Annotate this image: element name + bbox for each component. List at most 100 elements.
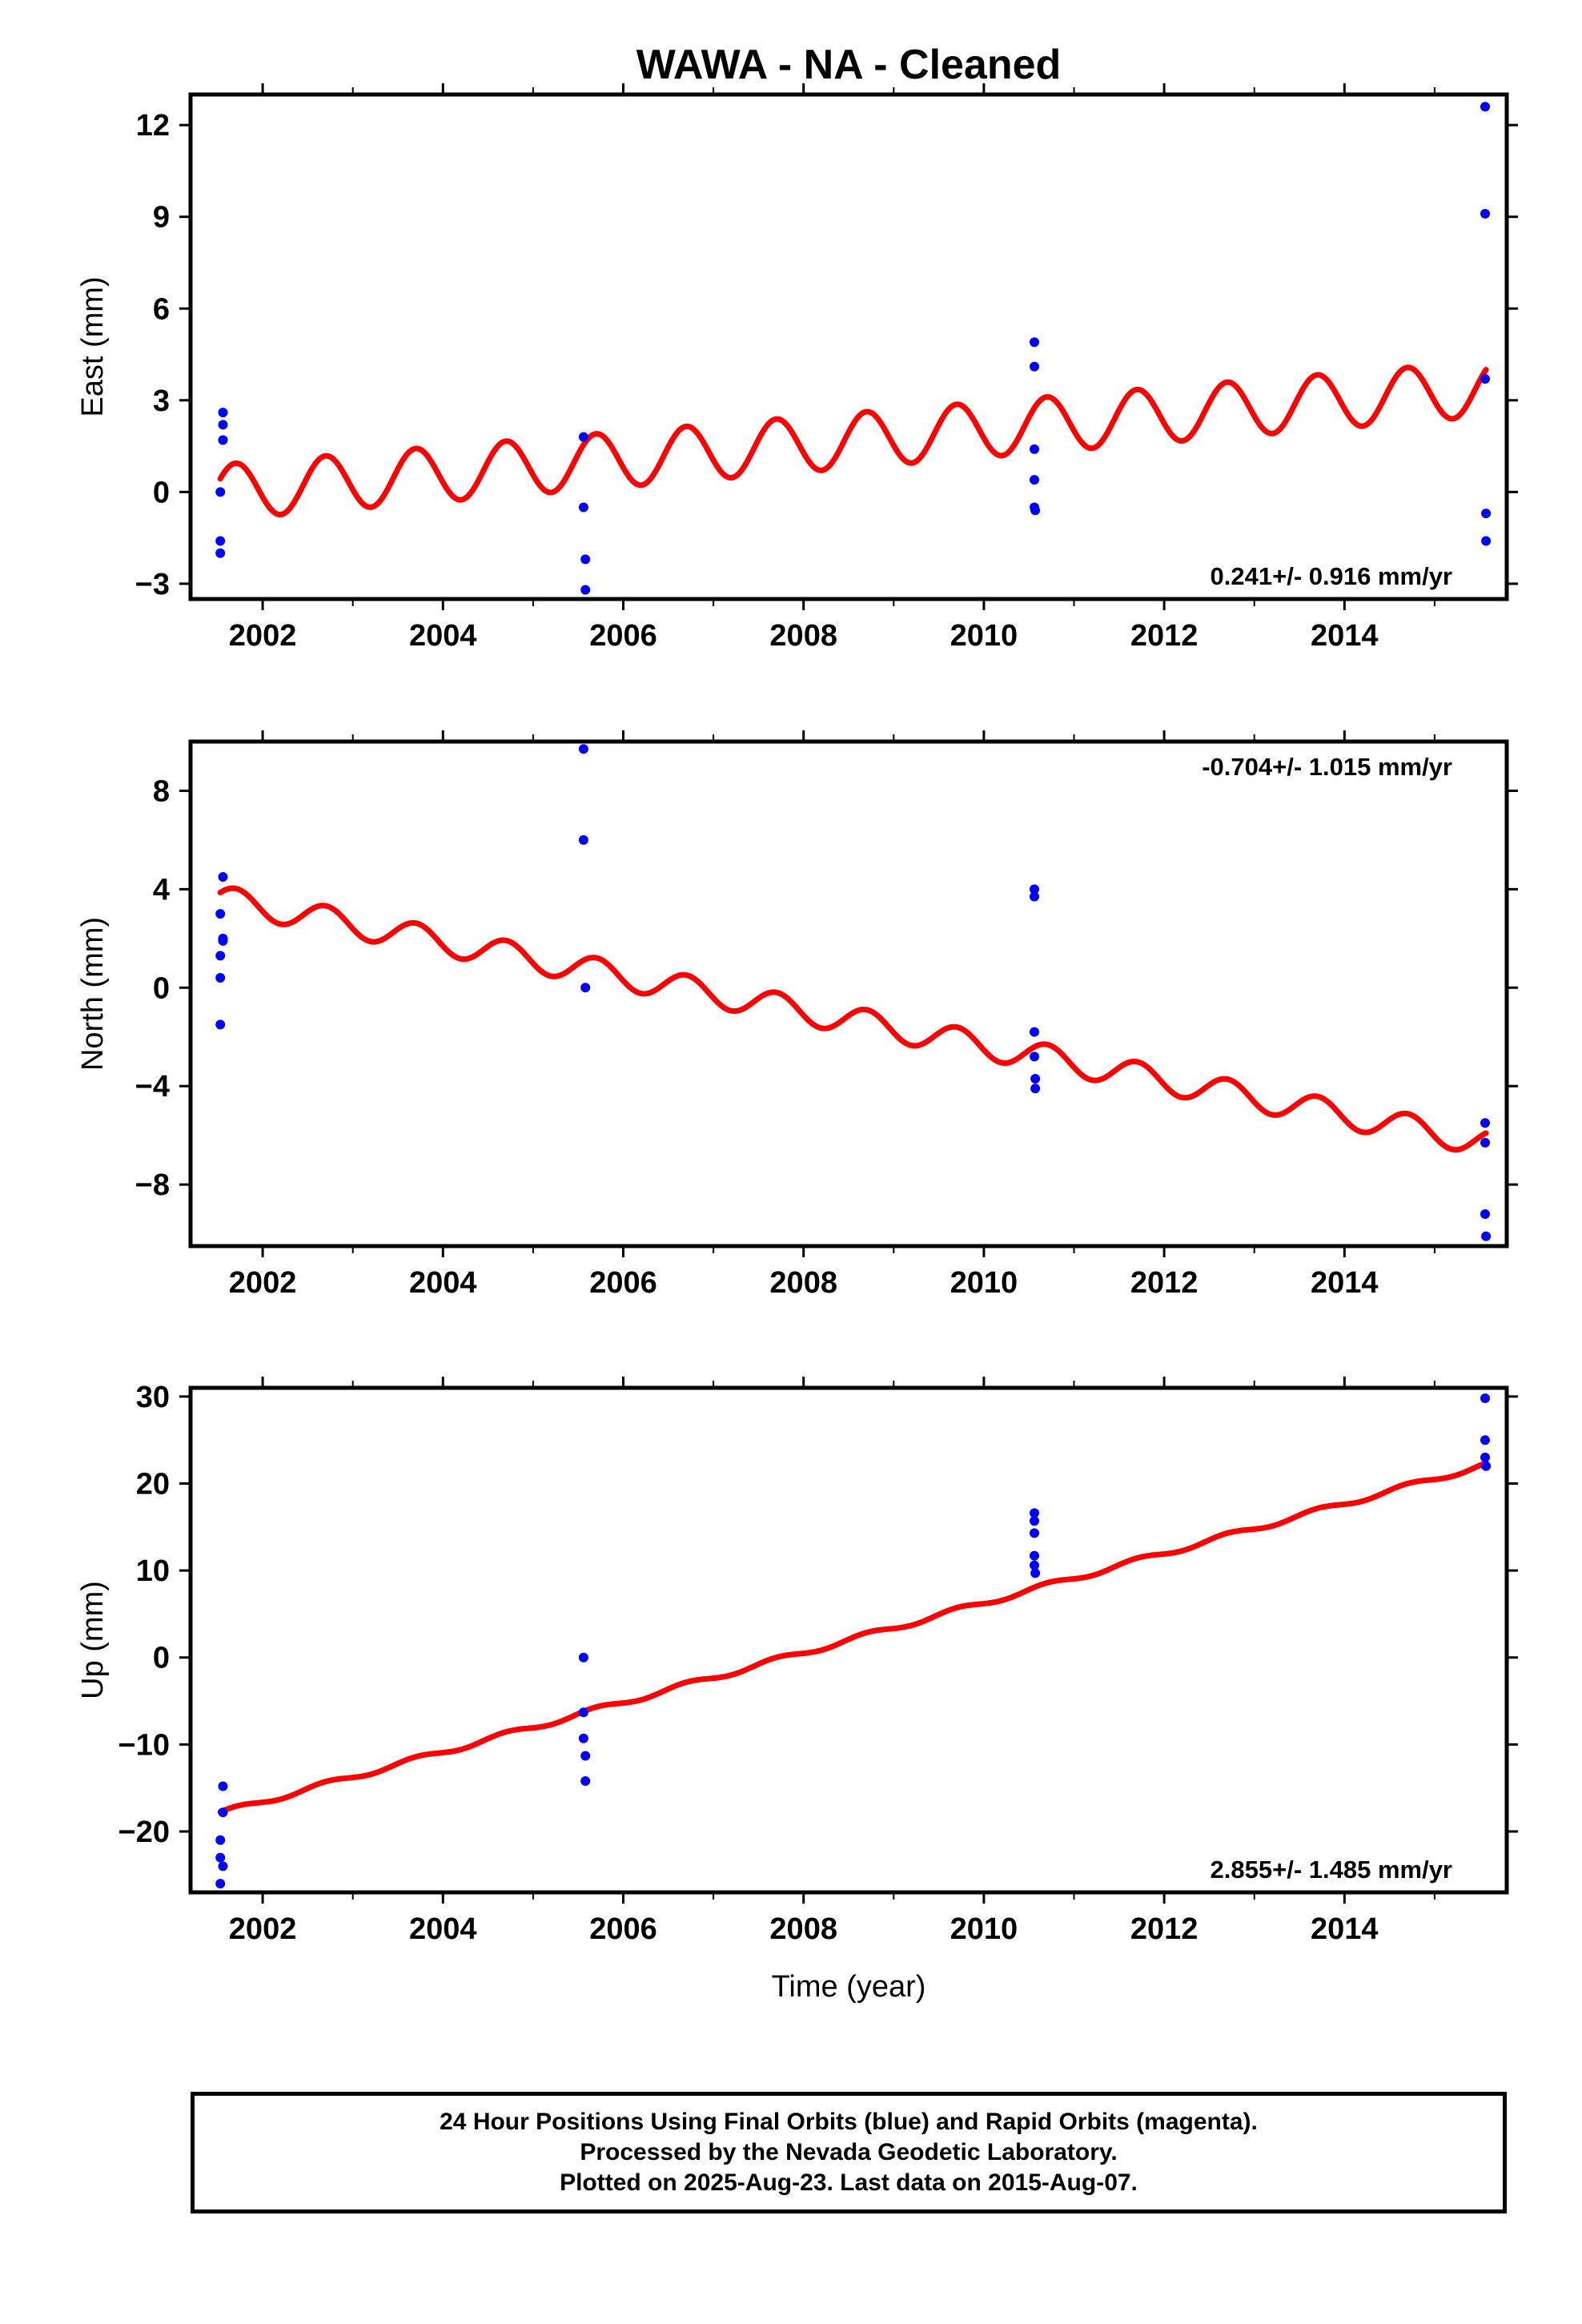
north-data-point bbox=[1030, 1051, 1039, 1062]
chart-title: WAWA - NA - Cleaned bbox=[636, 42, 1062, 88]
east-panel: 2002 2004 2006 2008 2010 2012 2014 −3 0 3 6 9 12 East… bbox=[76, 83, 1518, 653]
up-data-point bbox=[215, 1852, 226, 1863]
footer-line-dates: Plotted on 2025-Aug-23. Last data on 201… bbox=[560, 2169, 1138, 2197]
east-x-tick-label: 2014 bbox=[1311, 619, 1379, 653]
up-x-tick-label: 2014 bbox=[1311, 1912, 1379, 1946]
north-data-point bbox=[580, 983, 591, 993]
east-data-point bbox=[1480, 374, 1490, 384]
up-data-point bbox=[1030, 1550, 1039, 1561]
up-data-point bbox=[1030, 1568, 1041, 1578]
east-y-tick-label: −3 bbox=[135, 568, 170, 601]
up-data-point bbox=[580, 1751, 591, 1761]
up-data-point bbox=[215, 1879, 226, 1889]
east-y-tick-label: 9 bbox=[153, 201, 170, 235]
up-x-tick-label: 2010 bbox=[950, 1912, 1018, 1946]
north-x-tick-label: 2006 bbox=[589, 1266, 657, 1300]
east-y-tick-label: 6 bbox=[153, 292, 170, 326]
up-x-tick-label: 2004 bbox=[409, 1912, 477, 1946]
east-data-point bbox=[1030, 361, 1039, 372]
up-data-point bbox=[218, 1861, 228, 1872]
east-y-tick-label: 3 bbox=[153, 384, 170, 418]
north-velocity-label: -0.704+/- 1.015 mm/yr bbox=[1202, 753, 1452, 781]
east-data-point bbox=[218, 408, 228, 418]
panels: 2002 2004 2006 2008 2010 2012 2014−3036912East… bbox=[76, 83, 1518, 2004]
north-x-tick-label: 2012 bbox=[1130, 1266, 1199, 1300]
east-y-tick-label: 12 bbox=[136, 109, 170, 143]
east-data-point bbox=[1030, 337, 1039, 348]
east-data-point bbox=[1030, 505, 1041, 516]
up-data-point bbox=[578, 1652, 588, 1663]
up-y-tick-label: 20 bbox=[136, 1467, 170, 1501]
east-data-point bbox=[1030, 475, 1039, 485]
up-y-tick-label: 0 bbox=[153, 1642, 170, 1675]
north-x-tick-label: 2010 bbox=[950, 1266, 1018, 1300]
up-y-axis-title: Up (mm) bbox=[76, 1581, 110, 1699]
processing-info-box: 24 Hour Positions Using Final Orbits (bl… bbox=[191, 2092, 1507, 2213]
footer-line-orbits: 24 Hour Positions Using Final Orbits (bl… bbox=[440, 2108, 1258, 2135]
east-data-point bbox=[218, 420, 228, 430]
up-data-point bbox=[1481, 1461, 1492, 1471]
up-data-point bbox=[218, 1807, 228, 1818]
up-data-point bbox=[1030, 1528, 1039, 1538]
east-x-tick-label: 2012 bbox=[1130, 619, 1199, 653]
north-x-tick-label: 2014 bbox=[1311, 1266, 1379, 1300]
north-y-tick-label: 0 bbox=[153, 971, 170, 1005]
east-data-point bbox=[578, 432, 588, 442]
north-x-tick-label: 2008 bbox=[769, 1266, 837, 1300]
east-y-axis-title: East (mm) bbox=[76, 276, 110, 416]
north-y-tick-label: −4 bbox=[135, 1070, 170, 1104]
east-data-point bbox=[1480, 208, 1490, 219]
north-data-point bbox=[1030, 1027, 1039, 1037]
up-y-tick-label: −10 bbox=[118, 1728, 170, 1762]
east-velocity-label: 0.241+/- 0.916 mm/yr bbox=[1211, 562, 1452, 590]
north-y-tick-label: −8 bbox=[135, 1168, 170, 1202]
north-data-point bbox=[1030, 1074, 1041, 1084]
north-data-point bbox=[215, 951, 226, 961]
up-x-tick-label: 2002 bbox=[229, 1912, 297, 1946]
east-data-point bbox=[215, 548, 226, 558]
up-y-tick-label: 30 bbox=[136, 1381, 170, 1414]
east-x-tick-label: 2004 bbox=[409, 619, 477, 653]
up-velocity-label: 2.855+/- 1.485 mm/yr bbox=[1211, 1856, 1452, 1884]
east-model-line bbox=[217, 364, 1489, 518]
east-x-tick-label: 2002 bbox=[229, 619, 297, 653]
up-model-line bbox=[217, 1460, 1489, 1815]
east-data-point bbox=[215, 536, 226, 546]
east-data-point bbox=[1481, 536, 1492, 546]
east-data-point bbox=[218, 435, 228, 445]
north-data-point bbox=[1480, 1209, 1490, 1219]
east-x-tick-label: 2006 bbox=[589, 619, 657, 653]
north-data-point bbox=[578, 744, 588, 754]
east-data-point bbox=[580, 554, 591, 565]
up-data-point bbox=[580, 1776, 591, 1786]
east-data-point bbox=[1030, 444, 1039, 454]
east-x-tick-label: 2010 bbox=[950, 619, 1018, 653]
east-data-point bbox=[215, 487, 226, 497]
north-data-point bbox=[218, 872, 228, 882]
north-y-tick-label: 8 bbox=[153, 774, 170, 808]
up-data-point bbox=[215, 1835, 226, 1845]
east-frame bbox=[188, 92, 1509, 601]
up-data-point bbox=[1480, 1435, 1490, 1445]
up-data-point bbox=[1030, 1560, 1039, 1570]
north-y-tick-label: 4 bbox=[153, 873, 170, 907]
north-x-tick-label: 2002 bbox=[229, 1266, 297, 1300]
up-frame bbox=[188, 1385, 1509, 1895]
north-model-line bbox=[217, 885, 1489, 1153]
footer-line-processor: Processed by the Nevada Geodetic Laborat… bbox=[580, 2138, 1118, 2165]
up-x-tick-label: 2006 bbox=[589, 1912, 657, 1946]
east-data-point bbox=[578, 502, 588, 513]
up-data-point bbox=[1030, 1516, 1039, 1526]
north-data-point bbox=[578, 834, 588, 845]
up-panel: 2002 2004 2006 2008 2010 2012 2014 −20 −10 0 10 20 3… bbox=[76, 1377, 1518, 2004]
north-data-point bbox=[215, 909, 226, 919]
up-data-point bbox=[1030, 1508, 1039, 1518]
north-data-point bbox=[1030, 1084, 1041, 1094]
up-data-point bbox=[578, 1733, 588, 1743]
up-data-point bbox=[1480, 1452, 1490, 1462]
up-y-tick-label: −20 bbox=[118, 1815, 170, 1849]
up-x-tick-label: 2008 bbox=[769, 1912, 837, 1946]
north-data-point bbox=[218, 935, 228, 946]
north-frame bbox=[188, 739, 1509, 1248]
